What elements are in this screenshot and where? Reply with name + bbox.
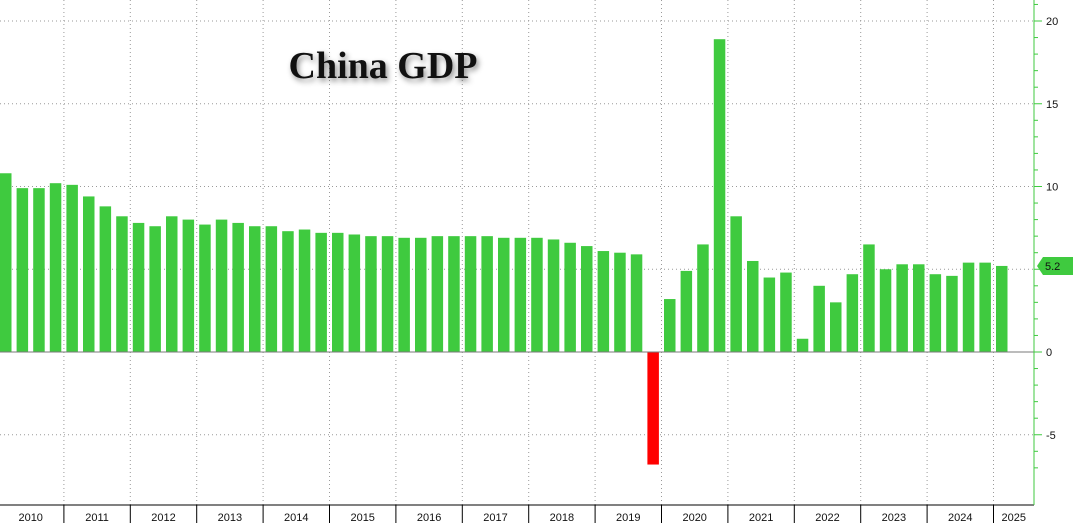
bar: [896, 264, 908, 352]
bar: [448, 236, 460, 352]
bar: [332, 232, 344, 352]
bar: [365, 236, 377, 352]
bar: [597, 251, 610, 352]
bar: [265, 226, 278, 352]
bar: [0, 173, 12, 352]
bar: [348, 234, 361, 352]
bar: [464, 236, 477, 352]
last-value-badge: [1037, 256, 1073, 275]
bar: [415, 237, 427, 352]
x-tick-label: 2011: [85, 512, 109, 523]
chart-title: China GDP: [289, 45, 478, 87]
x-tick-label: 2012: [151, 512, 175, 523]
x-tick-label: 2019: [616, 512, 640, 523]
bar: [796, 338, 809, 352]
bar: [531, 237, 543, 352]
y-tick-label: 20: [1046, 16, 1058, 28]
bar: [879, 269, 892, 352]
bar: [946, 275, 958, 352]
x-tick-label: 2020: [682, 512, 706, 523]
bar: [315, 232, 327, 352]
bar: [199, 224, 211, 352]
bar: [398, 237, 410, 352]
bar: [166, 216, 178, 352]
bar: [863, 244, 875, 352]
x-tick-label: 2016: [417, 512, 441, 523]
last-value-label: 5.2: [1045, 261, 1060, 273]
bar: [564, 242, 576, 352]
x-tick-label: 2013: [218, 512, 242, 523]
bar: [664, 299, 676, 352]
bar: [232, 222, 244, 352]
bar: [49, 183, 62, 352]
bar: [83, 196, 95, 352]
bars: [0, 39, 1008, 465]
bar: [680, 270, 693, 352]
bar: [647, 352, 659, 465]
bar: [215, 219, 228, 352]
bar: [16, 188, 29, 352]
bar: [581, 246, 593, 352]
bar: [298, 229, 311, 352]
bar: [99, 206, 112, 352]
y-tick-label: 10: [1046, 182, 1058, 194]
x-tick-label: 2022: [815, 512, 839, 523]
bar: [282, 231, 294, 352]
bar: [630, 254, 643, 352]
bar: [929, 274, 942, 352]
x-tick-label: 2014: [284, 512, 308, 523]
bar: [547, 239, 560, 352]
bar: [813, 285, 825, 352]
bar: [182, 219, 195, 352]
x-tick-label: 2023: [882, 512, 906, 523]
bar: [996, 265, 1008, 352]
y-tick-label: -5: [1046, 430, 1056, 442]
bar: [66, 184, 78, 352]
bar: [697, 244, 709, 352]
x-tick-label: 2010: [18, 512, 42, 523]
bar: [514, 237, 527, 352]
x-tick-label: 2017: [483, 512, 507, 523]
bar: [132, 222, 145, 352]
bar: [846, 274, 859, 352]
bar: [116, 216, 128, 352]
bar: [763, 277, 776, 352]
y-tick-label: 15: [1046, 99, 1058, 111]
x-tick-label: 2015: [350, 512, 374, 523]
x-tick-label: 2021: [749, 512, 773, 523]
bar: [747, 260, 759, 352]
bar: [979, 262, 991, 352]
bar: [149, 226, 161, 352]
bar: [33, 188, 45, 352]
bar: [431, 236, 444, 352]
y-tick-label: 0: [1046, 347, 1052, 359]
bar: [780, 272, 792, 352]
x-tick-label: 2024: [948, 512, 972, 523]
bar: [962, 262, 975, 352]
bar: [381, 236, 394, 352]
bar: [913, 264, 925, 352]
bar: [249, 226, 261, 352]
x-tick-label: 2018: [550, 512, 574, 523]
bar: [481, 236, 493, 352]
bar: [713, 39, 726, 353]
x-tick-label: 2025: [1002, 512, 1026, 523]
bar: [614, 252, 626, 352]
bar: [830, 302, 842, 352]
bar: [498, 237, 510, 352]
bar: [730, 216, 742, 352]
